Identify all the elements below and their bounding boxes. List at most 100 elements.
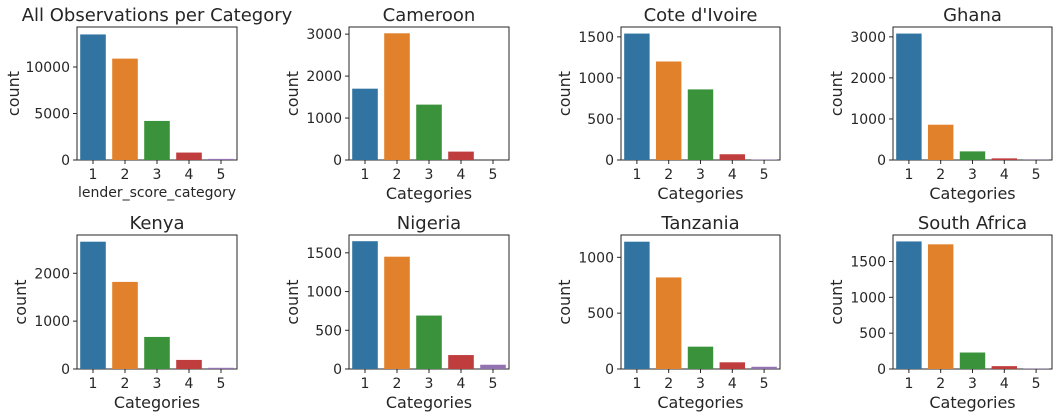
x-tick-label: 2 [664,167,673,183]
x-tick-label: 4 [1000,376,1009,392]
y-axis-label: count [827,71,846,116]
y-tick-label: 500 [859,326,886,342]
x-tick-label: 1 [89,167,98,183]
bar-1 [624,241,650,369]
y-tick-label: 1000 [306,285,342,301]
y-tick-label: 1000 [306,111,342,127]
y-axis-label: count [283,279,302,324]
chart-panel-7: 1 2 3 4 5 0 500 1000 Tanzania Categories count [555,213,781,412]
bar-1 [352,241,378,369]
bar-2 [655,61,682,161]
y-tick-label: 0 [333,362,342,378]
x-axis-label: Categories [929,184,1015,203]
y-tick-label: 1000 [578,71,614,87]
x-tick-label: 1 [361,376,370,392]
y-axis-label: count [827,279,846,324]
bar-2 [927,124,954,160]
x-tick-label: 3 [425,167,434,183]
chart-title: All Observations per Category [22,5,293,26]
x-tick-label: 5 [489,167,498,183]
x-tick-label: 2 [664,376,673,392]
x-tick-label: 1 [632,376,641,392]
bar-2 [112,58,138,161]
x-tick-label: 2 [121,376,130,392]
x-tick-label: 4 [185,376,194,392]
bar-4 [176,152,202,160]
y-tick-label: 0 [61,153,70,169]
x-tick-label: 4 [457,167,466,183]
bar-4 [719,154,746,160]
x-tick-label: 5 [217,167,226,183]
x-tick-label: 5 [1032,167,1041,183]
bar-3 [687,346,714,369]
y-tick-label: 2000 [34,266,70,282]
x-tick-label: 5 [760,167,769,183]
x-tick-label: 3 [696,376,705,392]
y-tick-label: 1000 [850,112,886,128]
chart-title: South Africa [918,213,1027,234]
y-tick-label: 0 [61,362,70,378]
y-tick-label: 2000 [306,69,342,85]
x-tick-label: 2 [393,376,402,392]
bar-3 [144,120,170,160]
x-axis-label: Categories [386,393,472,412]
x-tick-label: 1 [904,167,913,183]
bar-4 [448,151,474,160]
y-tick-label: 2000 [850,71,886,87]
chart-panel-1: 1 2 3 4 5 0 5000 10000 All Observations per Cate… [4,5,293,201]
x-tick-label: 5 [760,376,769,392]
x-axis-label: Categories [929,393,1015,412]
x-axis-label: lender_score_category [78,185,236,201]
bar-3 [687,89,714,160]
bar-1 [896,33,922,160]
x-tick-label: 1 [904,376,913,392]
y-tick-label: 1500 [850,255,886,271]
bar-4 [991,366,1018,369]
x-tick-label: 3 [425,376,434,392]
x-tick-label: 4 [728,376,737,392]
bar-2 [112,281,138,369]
y-tick-label: 1500 [306,246,342,262]
chart-panel-8: 1 2 3 4 5 0 500 1000 1500 South Africa Categories c… [827,213,1053,412]
x-tick-label: 4 [457,376,466,392]
y-axis-label: count [4,71,23,116]
chart-panel-5: 1 2 3 4 5 0 1000 2000 Kenya Categories count [11,213,238,412]
y-tick-label: 500 [587,112,614,128]
bar-1 [624,33,650,160]
x-tick-label: 2 [393,167,402,183]
chart-panel-4: 1 2 3 4 5 0 1000 2000 3000 Ghana Categories count [827,5,1053,203]
y-tick-label: 1000 [34,314,70,330]
bar-5 [208,367,234,369]
x-tick-label: 2 [936,376,945,392]
y-tick-label: 1000 [578,250,614,266]
y-axis-label: count [283,71,302,116]
chart-panel-3: 1 2 3 4 5 0 500 1000 1500 Cote d'Ivoire Categories… [555,5,781,203]
x-tick-label: 4 [1000,167,1009,183]
bar-3 [144,336,170,369]
x-tick-label: 3 [968,376,977,392]
bar-2 [927,244,954,369]
y-axis-label: count [555,71,574,116]
bar-1 [80,34,106,160]
y-tick-label: 0 [605,153,614,169]
y-tick-label: 0 [605,362,614,378]
bar-3 [959,352,986,369]
y-axis-label: count [11,279,30,324]
y-tick-label: 10000 [25,60,70,76]
x-tick-label: 1 [632,167,641,183]
bar-2 [655,277,682,369]
bar-1 [352,88,378,160]
x-tick-label: 3 [696,167,705,183]
bar-4 [448,355,474,369]
bar-5 [480,364,506,369]
x-tick-label: 4 [185,167,194,183]
x-tick-label: 1 [361,167,370,183]
y-tick-label: 1000 [850,290,886,306]
chart-title: Kenya [129,213,184,234]
x-tick-label: 5 [217,376,226,392]
bar-2 [384,33,410,160]
y-tick-label: 3000 [306,27,342,43]
x-tick-label: 1 [89,376,98,392]
bar-4 [719,362,746,369]
